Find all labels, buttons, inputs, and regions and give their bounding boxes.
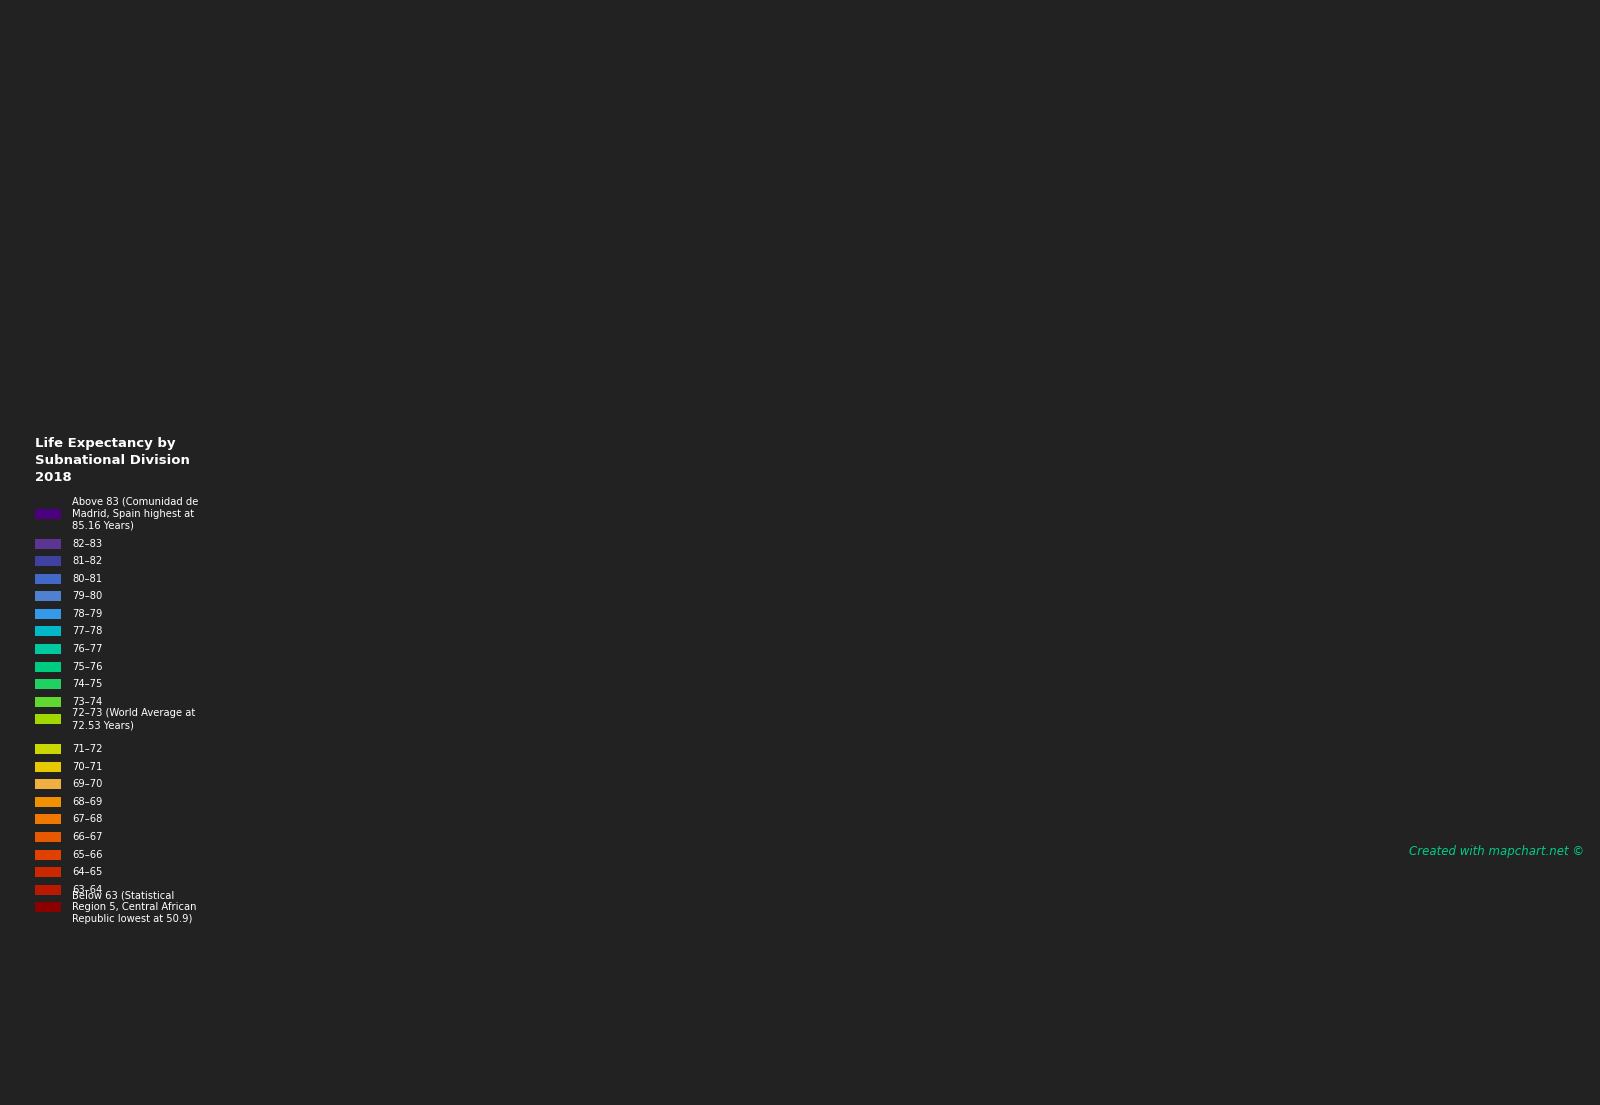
Text: 73–74: 73–74 [72,696,102,706]
Text: 82–83: 82–83 [72,539,102,549]
Bar [35,573,61,583]
Bar [35,539,61,549]
Bar [35,867,61,877]
Text: 64–65: 64–65 [72,867,102,877]
Bar [35,902,61,913]
Text: 67–68: 67–68 [72,814,102,824]
Bar [35,680,61,690]
Text: 66–67: 66–67 [72,832,102,842]
Text: 75–76: 75–76 [72,662,102,672]
Text: 79–80: 79–80 [72,591,102,601]
Text: Life Expectancy by
Subnational Division
2018: Life Expectancy by Subnational Division … [35,436,190,484]
Bar [35,591,61,601]
Bar [35,627,61,636]
Text: 74–75: 74–75 [72,680,102,690]
Bar [35,850,61,860]
Text: 81–82: 81–82 [72,556,102,566]
Text: 80–81: 80–81 [72,573,102,583]
Text: 76–77: 76–77 [72,644,102,654]
Bar [35,662,61,672]
Bar [35,745,61,755]
Text: 71–72: 71–72 [72,745,102,755]
Bar [35,556,61,566]
Text: 72–73 (World Average at
72.53 Years): 72–73 (World Average at 72.53 Years) [72,708,195,730]
Bar [35,508,61,518]
Text: Created with mapchart.net ©: Created with mapchart.net © [1410,845,1584,859]
Text: Below 63 (Statistical
Region 5, Central African
Republic lowest at 50.9): Below 63 (Statistical Region 5, Central … [72,891,197,924]
Text: 69–70: 69–70 [72,779,102,789]
Bar [35,832,61,842]
Bar [35,779,61,789]
Bar [35,797,61,807]
Bar [35,814,61,824]
Text: 65–66: 65–66 [72,850,102,860]
Bar [35,609,61,619]
Text: 77–78: 77–78 [72,627,102,636]
Bar [35,761,61,771]
Text: Above 83 (Comunidad de
Madrid, Spain highest at
85.16 Years): Above 83 (Comunidad de Madrid, Spain hig… [72,496,198,530]
Text: 68–69: 68–69 [72,797,102,807]
Bar [35,885,61,895]
Text: 63–64: 63–64 [72,885,102,895]
Bar [35,714,61,724]
Bar [35,644,61,654]
Bar [35,696,61,707]
Text: 78–79: 78–79 [72,609,102,619]
Text: 70–71: 70–71 [72,761,102,771]
